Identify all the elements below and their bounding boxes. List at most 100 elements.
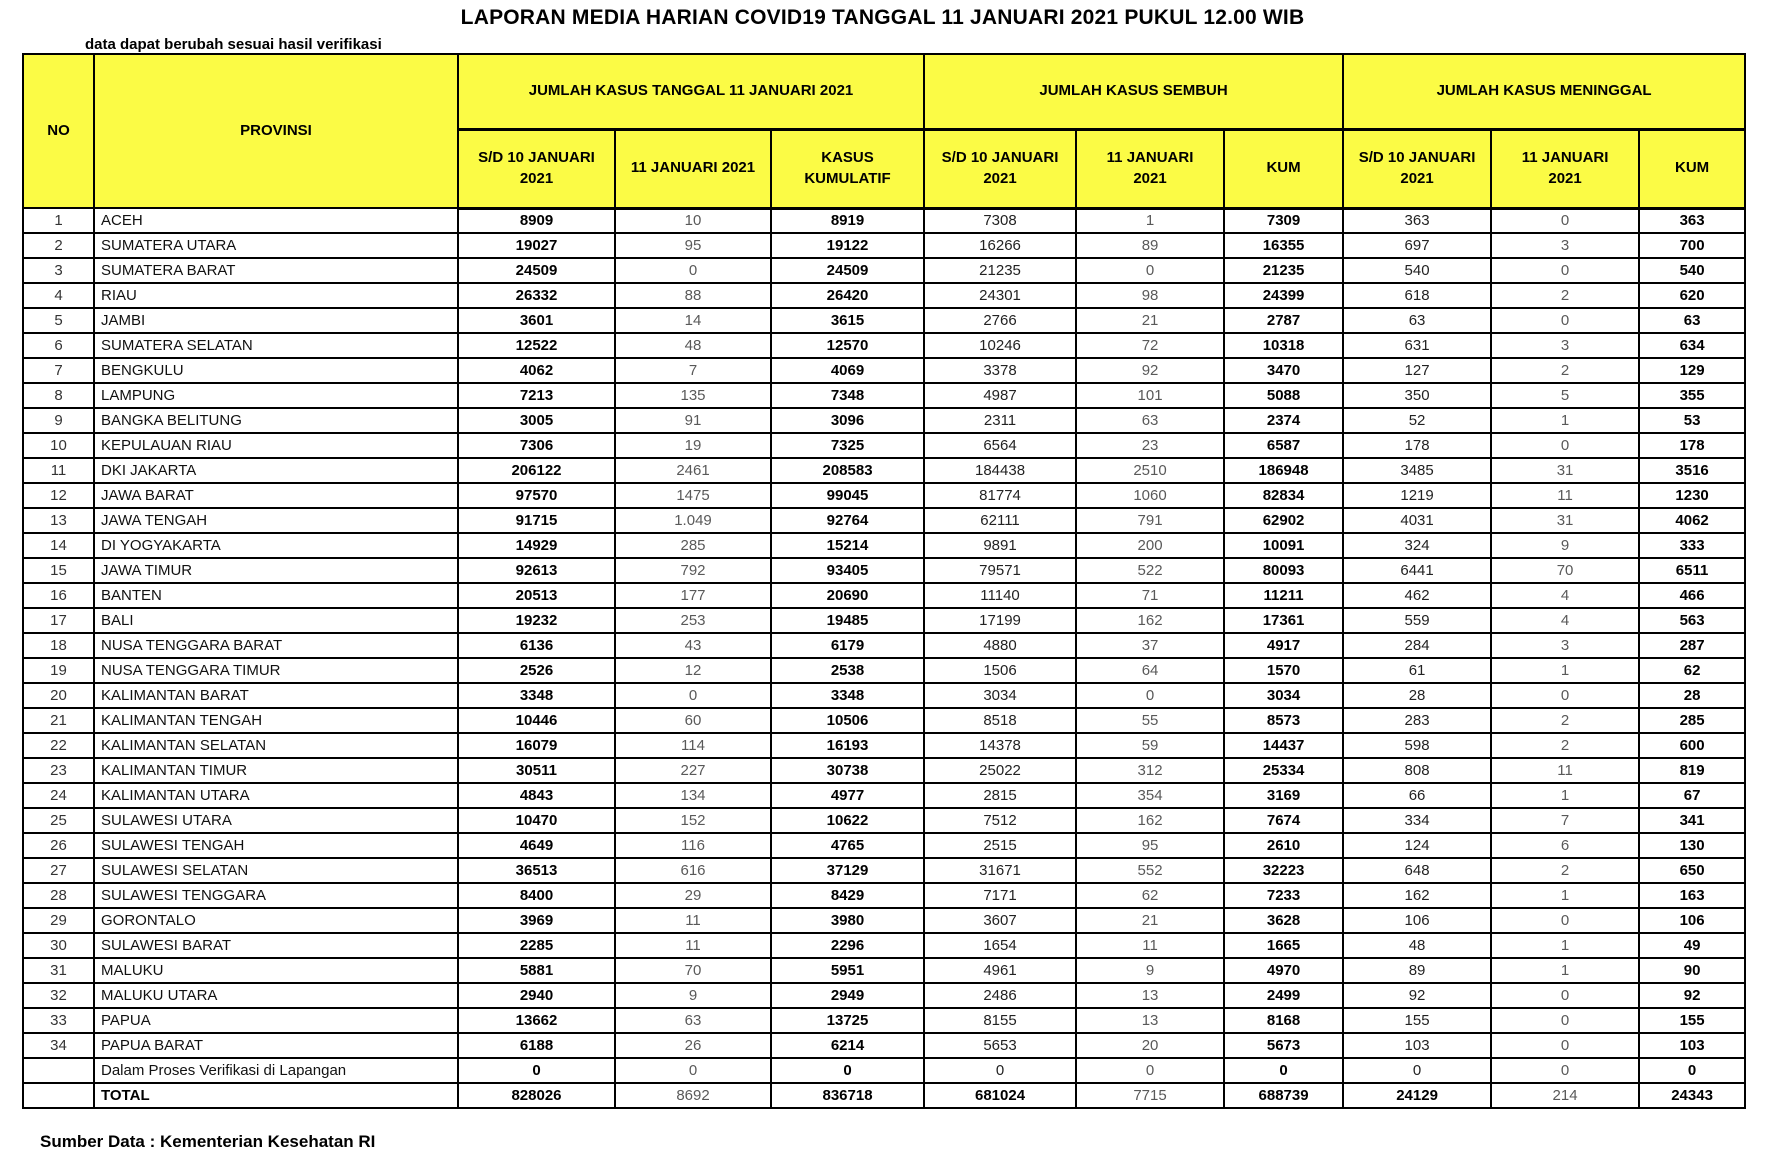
cell-kasus-sd: 3348: [457, 682, 616, 709]
cell-meninggal-sd: 162: [1342, 882, 1493, 909]
cell-no: 24: [22, 782, 95, 809]
cell-meninggal-sd: 4031: [1342, 507, 1493, 534]
cell-no: [22, 1082, 95, 1109]
cell-meninggal-sd: 350: [1342, 382, 1493, 409]
cell-kasus-sd: 24509: [457, 257, 616, 284]
cell-kasus-11jan: 2461: [614, 457, 772, 484]
cell-provinsi: JAWA TIMUR: [93, 557, 459, 584]
table-row: 17 BALI 19232 253 19485 17199 162 17361 559 4 563: [22, 607, 1747, 634]
cell-kasus-sd: 6136: [457, 632, 616, 659]
cell-sembuh-sd: 16266: [923, 232, 1078, 259]
table-row: 5 JAMBI 3601 14 3615 2766 21 2787 63 0 63: [22, 307, 1747, 334]
cell-meninggal-11jan: 0: [1490, 1057, 1641, 1084]
cell-provinsi: NUSA TENGGARA BARAT: [93, 632, 459, 659]
cell-sembuh-11jan: 0: [1075, 1057, 1226, 1084]
cell-kasus-11jan: 0: [614, 682, 772, 709]
col-header-no: NO: [22, 53, 95, 209]
table-row: 25 SULAWESI UTARA 10470 152 10622 7512 162 7674…: [22, 807, 1747, 834]
cell-kasus-kumulatif: 5951: [769, 957, 926, 984]
cell-sembuh-sd: 11140: [923, 582, 1078, 609]
cell-provinsi: JAWA BARAT: [93, 482, 459, 509]
cell-sembuh-sd: 62111: [923, 507, 1078, 534]
cell-meninggal-sd: 6441: [1342, 557, 1493, 584]
group-header-meninggal: JUMLAH KASUS MENINGGAL: [1342, 53, 1747, 130]
cell-meninggal-11jan: 7: [1490, 807, 1641, 834]
cell-kasus-11jan: 0: [614, 257, 772, 284]
cell-no: 18: [22, 632, 95, 659]
cell-meninggal-sd: 631: [1342, 332, 1493, 359]
cell-sembuh-sd: 2766: [923, 307, 1078, 334]
cell-sembuh-11jan: 552: [1075, 857, 1226, 884]
cell-kasus-kumulatif: 10622: [769, 807, 926, 834]
cell-meninggal-sd: 598: [1342, 732, 1493, 759]
cell-no: 5: [22, 307, 95, 334]
cell-sembuh-11jan: 13: [1075, 1007, 1226, 1034]
cell-meninggal-sd: 559: [1342, 607, 1493, 634]
cell-kasus-sd: 26332: [457, 282, 616, 309]
cell-sembuh-kum: 16355: [1223, 232, 1345, 259]
cell-kasus-kumulatif: 30738: [769, 757, 926, 784]
cell-kasus-sd: 828026: [457, 1082, 616, 1109]
cell-meninggal-sd: 618: [1342, 282, 1493, 309]
table-row: 28 SULAWESI TENGGARA 8400 29 8429 7171 62 7233 1…: [22, 882, 1747, 909]
cell-kasus-sd: 4062: [457, 357, 616, 384]
cell-provinsi: SULAWESI TENGGARA: [93, 882, 459, 909]
cell-sembuh-kum: 8168: [1223, 1007, 1345, 1034]
cell-no: 27: [22, 857, 95, 884]
cell-sembuh-kum: 7674: [1223, 807, 1345, 834]
cell-meninggal-11jan: 1: [1490, 932, 1641, 959]
cell-meninggal-kum: 63: [1638, 307, 1747, 334]
cell-meninggal-kum: 24343: [1638, 1082, 1747, 1109]
table-row: 29 GORONTALO 3969 11 3980 3607 21 3628 106 0 106: [22, 907, 1747, 934]
cell-sembuh-kum: 1570: [1223, 657, 1345, 684]
cell-sembuh-11jan: 37: [1075, 632, 1226, 659]
cell-provinsi: LAMPUNG: [93, 382, 459, 409]
cell-meninggal-kum: 333: [1638, 532, 1747, 559]
cell-sembuh-kum: 11211: [1223, 582, 1345, 609]
cell-sembuh-sd: 4880: [923, 632, 1078, 659]
cell-sembuh-11jan: 0: [1075, 257, 1226, 284]
cell-no: 12: [22, 482, 95, 509]
cell-kasus-kumulatif: 16193: [769, 732, 926, 759]
cell-meninggal-kum: 700: [1638, 232, 1747, 259]
cell-kasus-sd: 4843: [457, 782, 616, 809]
cell-meninggal-11jan: 2: [1490, 857, 1641, 884]
cell-meninggal-kum: 103: [1638, 1032, 1747, 1059]
cell-sembuh-11jan: 11: [1075, 932, 1226, 959]
cell-meninggal-sd: 324: [1342, 532, 1493, 559]
cell-sembuh-sd: 79571: [923, 557, 1078, 584]
cell-kasus-11jan: 1.049: [614, 507, 772, 534]
cell-kasus-kumulatif: 24509: [769, 257, 926, 284]
cell-sembuh-11jan: 354: [1075, 782, 1226, 809]
cell-meninggal-sd: 3485: [1342, 457, 1493, 484]
cell-sembuh-11jan: 95: [1075, 832, 1226, 859]
cell-no: 11: [22, 457, 95, 484]
cell-kasus-11jan: 63: [614, 1007, 772, 1034]
cell-no: 2: [22, 232, 95, 259]
cell-kasus-11jan: 8692: [614, 1082, 772, 1109]
cell-sembuh-sd: 24301: [923, 282, 1078, 309]
cell-sembuh-11jan: 98: [1075, 282, 1226, 309]
cell-no: 14: [22, 532, 95, 559]
cell-meninggal-sd: 124: [1342, 832, 1493, 859]
cell-meninggal-kum: 28: [1638, 682, 1747, 709]
cell-meninggal-kum: 0: [1638, 1057, 1747, 1084]
cell-sembuh-kum: 80093: [1223, 557, 1345, 584]
col-header-meninggal-11jan: 11 JANUARI 2021: [1490, 127, 1641, 210]
cell-kasus-sd: 19232: [457, 607, 616, 634]
cell-sembuh-11jan: 7715: [1075, 1082, 1226, 1109]
cell-meninggal-sd: 103: [1342, 1032, 1493, 1059]
cell-no: 1: [22, 207, 95, 234]
table-row: Dalam Proses Verifikasi di Lapangan 0 0 0 0 0…: [22, 1057, 1747, 1084]
cell-sembuh-sd: 7308: [923, 207, 1078, 234]
cell-provinsi: KALIMANTAN TIMUR: [93, 757, 459, 784]
cell-sembuh-kum: 2787: [1223, 307, 1345, 334]
cell-sembuh-11jan: 162: [1075, 807, 1226, 834]
cell-provinsi: DI YOGYAKARTA: [93, 532, 459, 559]
cell-meninggal-11jan: 70: [1490, 557, 1641, 584]
cell-no: 30: [22, 932, 95, 959]
cell-meninggal-kum: 600: [1638, 732, 1747, 759]
cell-sembuh-11jan: 2510: [1075, 457, 1226, 484]
cell-provinsi: DKI JAKARTA: [93, 457, 459, 484]
cell-meninggal-kum: 49: [1638, 932, 1747, 959]
